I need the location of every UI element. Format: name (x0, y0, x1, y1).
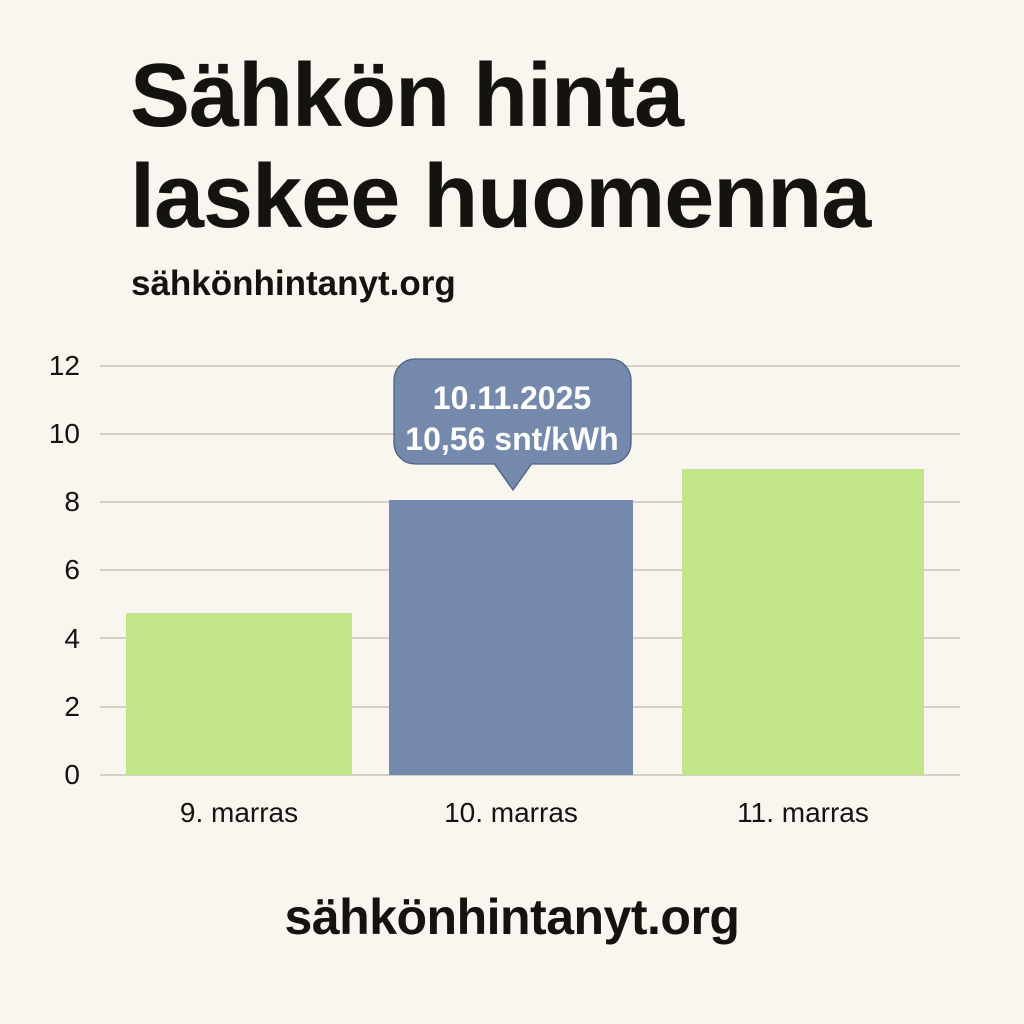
svg-text:9. marras: 9. marras (180, 797, 298, 828)
svg-text:6: 6 (64, 554, 80, 585)
svg-text:0: 0 (64, 759, 80, 790)
svg-text:10: 10 (49, 418, 80, 449)
svg-text:11. marras: 11. marras (737, 797, 869, 828)
svg-text:10. marras: 10. marras (444, 797, 578, 828)
svg-text:8: 8 (64, 486, 80, 517)
svg-text:10.11.2025: 10.11.2025 (433, 380, 591, 416)
svg-text:4: 4 (64, 623, 80, 654)
svg-text:12: 12 (49, 350, 80, 381)
svg-text:2: 2 (64, 691, 80, 722)
svg-text:10,56 snt/kWh: 10,56 snt/kWh (405, 421, 618, 457)
